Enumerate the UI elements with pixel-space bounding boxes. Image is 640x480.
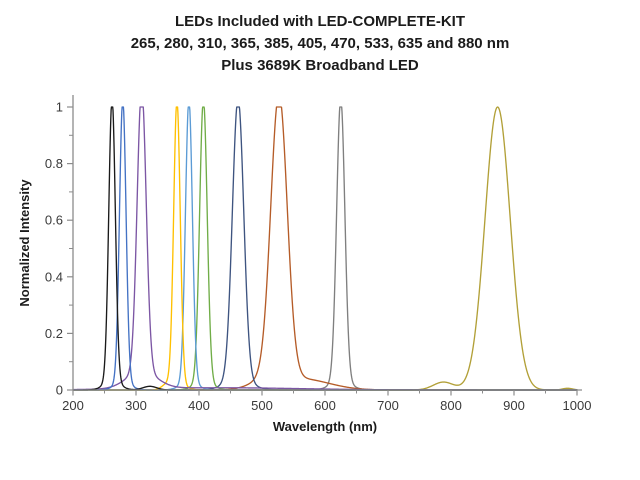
x-axis-title: Wavelength (nm)	[272, 419, 378, 434]
series-curve-385nm	[72, 106, 578, 391]
series-curve-405nm	[72, 106, 578, 391]
y-axis-title: Normalized Intensity	[17, 179, 32, 307]
x-tick-label: 500	[251, 398, 273, 413]
series-curve-365nm	[72, 106, 578, 391]
series-curve-280nm	[72, 106, 578, 391]
x-tick-label: 600	[314, 398, 336, 413]
series-curve-880nm	[72, 106, 578, 391]
y-tick-label: 0.2	[45, 326, 63, 341]
series-curve-533nm	[72, 106, 578, 391]
y-tick-label: 0.8	[45, 156, 63, 171]
chart-title: LEDs Included with LED-COMPLETE-KIT 265,…	[0, 11, 640, 77]
series-curve-635nm	[72, 106, 578, 391]
x-tick-label: 200	[62, 398, 84, 413]
series-curve-265nm	[72, 106, 578, 391]
x-tick-label: 1000	[563, 398, 592, 413]
chart-title-line-2: 265, 280, 310, 365, 385, 405, 470, 533, …	[130, 35, 510, 52]
x-tick-label: 400	[188, 398, 210, 413]
x-tick-label: 800	[440, 398, 462, 413]
chart-title-line-3: Plus 3689K Broadband LED	[221, 57, 419, 74]
x-tick-label: 900	[503, 398, 525, 413]
chart-title-line-1: LEDs Included with LED-COMPLETE-KIT	[175, 13, 465, 30]
y-tick-label: 0	[56, 383, 63, 398]
y-tick-label: 0.4	[45, 269, 63, 284]
x-tick-label: 300	[125, 398, 147, 413]
x-tick-label: 700	[377, 398, 399, 413]
y-tick-label: 0.6	[45, 213, 63, 228]
y-tick-label: 1	[56, 100, 63, 115]
series-curve-470nm	[72, 106, 578, 391]
series-curve-310nm	[72, 106, 578, 391]
